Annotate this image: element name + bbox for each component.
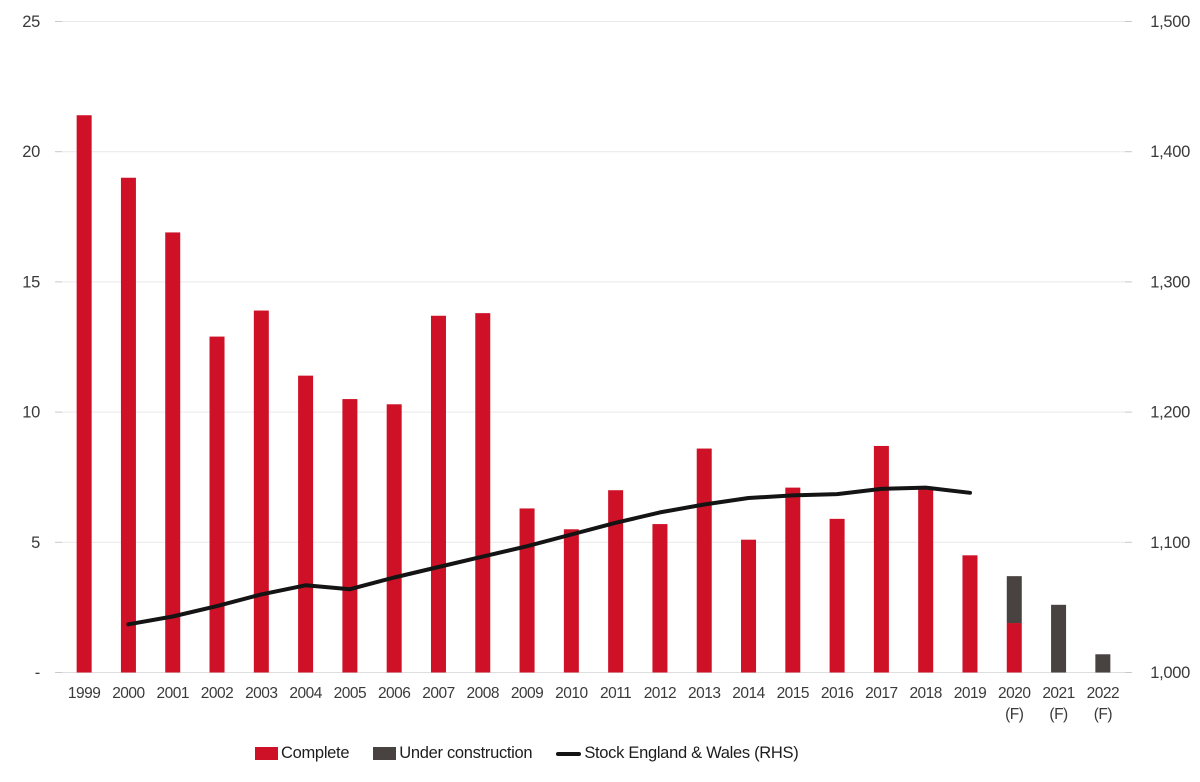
- bar-under-construction-2020: [1006, 576, 1022, 624]
- x-axis-label-2013: 2013: [688, 685, 720, 702]
- x-axis-label-2005: 2005: [334, 685, 366, 702]
- left-axis-tick-label: 10: [22, 404, 40, 422]
- bar-complete-2010: [563, 529, 579, 673]
- bar-complete-2014: [741, 539, 757, 673]
- x-axis-label-2007: 2007: [422, 685, 454, 702]
- bar-complete-2011: [608, 490, 624, 673]
- legend-label-stock-line: Stock England & Wales (RHS): [584, 744, 799, 762]
- legend-label-complete: Complete: [281, 744, 350, 762]
- x-axis-label-2002: 2002: [201, 685, 233, 702]
- bar-complete-2019: [962, 555, 978, 673]
- bar-complete-1999: [76, 115, 92, 673]
- left-axis-tick-label: 25: [22, 13, 40, 31]
- x-axis-label-2014: 2014: [732, 685, 765, 702]
- x-axis-label-2008: 2008: [467, 685, 499, 702]
- bar-complete-2006: [386, 404, 402, 673]
- bar-complete-2003: [253, 310, 269, 673]
- legend-swatch-stock-line: [556, 751, 582, 756]
- bar-complete-2002: [209, 336, 225, 673]
- x-axis-label-2004: 2004: [289, 685, 322, 702]
- right-axis-tick-label: 1,200: [1150, 404, 1190, 422]
- bar-complete-2001: [165, 232, 181, 673]
- left-axis-tick-label: -: [35, 664, 40, 682]
- x-axis-label-2015: 2015: [777, 685, 809, 702]
- bar-under-construction-2021: [1051, 604, 1067, 673]
- x-axis-label-1999: 1999: [68, 685, 100, 702]
- bar-complete-2008: [475, 313, 491, 673]
- right-axis-tick-label: 1,500: [1150, 13, 1190, 31]
- x-axis-label-2009: 2009: [511, 685, 543, 702]
- bar-complete-2015: [785, 487, 801, 673]
- legend-swatch-under-construction: [373, 747, 397, 760]
- x-axis-label-2000: 2000: [112, 685, 145, 702]
- legend-item-under-construction: Under construction: [373, 744, 533, 763]
- x-axis-label-2001: 2001: [156, 685, 188, 702]
- x-axis-label-2017: 2017: [865, 685, 897, 702]
- stock-line: [126, 485, 972, 627]
- bar-complete-2007: [430, 315, 446, 673]
- right-axis-tick-label: 1,300: [1150, 273, 1190, 291]
- left-axis-tick-label: 20: [22, 143, 40, 161]
- left-axis-tick-label: 15: [22, 273, 40, 291]
- right-axis-tick-label: 1,100: [1150, 534, 1190, 552]
- bar-complete-2009: [519, 508, 535, 673]
- x-axis-label-2019: 2019: [954, 685, 986, 702]
- bar-complete-2016: [829, 518, 845, 673]
- x-axis-label-2012: 2012: [644, 685, 676, 702]
- bar-complete-2020: [1006, 623, 1022, 673]
- left-axis-tick-label: 5: [31, 534, 40, 552]
- bar-complete-2005: [342, 399, 358, 673]
- x-axis-label-2016: 2016: [821, 685, 853, 702]
- x-axis-label-2018: 2018: [909, 685, 941, 702]
- legend-label-under-construction: Under construction: [399, 744, 533, 762]
- bar-under-construction-2022: [1095, 654, 1111, 673]
- chart-legend: Complete Under construction Stock Englan…: [255, 744, 799, 763]
- x-axis-label-2020: 2020 (F): [998, 685, 1031, 723]
- x-axis-label-2003: 2003: [245, 685, 277, 702]
- bar-complete-2018: [918, 487, 934, 673]
- bar-complete-2017: [873, 445, 889, 673]
- legend-swatch-complete: [255, 747, 278, 760]
- x-axis-label-2021: 2021 (F): [1042, 685, 1074, 723]
- x-axis-label-2010: 2010: [555, 685, 588, 702]
- x-axis-label-2006: 2006: [378, 685, 410, 702]
- bar-complete-2000: [120, 177, 136, 673]
- legend-item-stock-line: Stock England & Wales (RHS): [556, 744, 799, 763]
- right-axis-tick-label: 1,400: [1150, 143, 1190, 161]
- legend-item-complete: Complete: [255, 744, 350, 763]
- bar-complete-2013: [696, 448, 712, 673]
- bar-complete-2004: [298, 375, 314, 673]
- bar-complete-2012: [652, 524, 668, 673]
- x-axis-label-2022: 2022 (F): [1087, 685, 1119, 723]
- x-axis-label-2011: 2011: [600, 685, 631, 702]
- right-axis-tick-label: 1,000: [1150, 664, 1190, 682]
